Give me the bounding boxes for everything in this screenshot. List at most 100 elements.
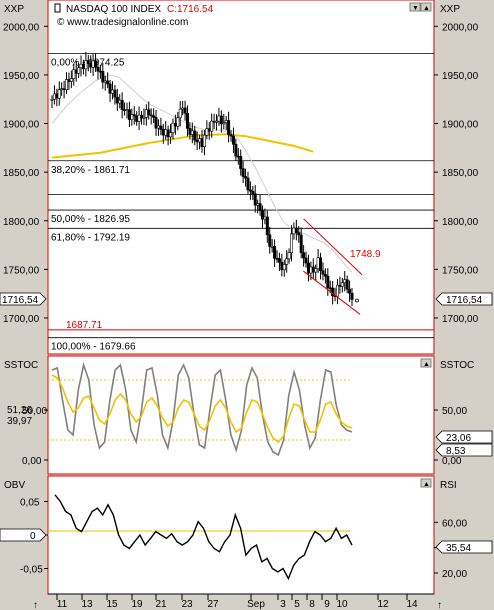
candle-body <box>231 135 235 145</box>
scroll-down-arrow-icon: ▼ <box>412 5 419 12</box>
candle-body <box>178 108 182 119</box>
candle-body <box>248 189 252 192</box>
obv-y-tick-label: 0,05 <box>20 497 40 508</box>
fib-level-label: 61,80% - 1792.19 <box>51 232 130 243</box>
sstoc-scroll-arrow-icon: ▲ <box>423 361 430 368</box>
channel-lower-line <box>302 270 361 315</box>
obv-axis-tag: OBV <box>4 480 25 491</box>
candle-body <box>140 114 144 119</box>
candle-body <box>106 80 110 85</box>
price-y-tick-label-left: 1700,00 <box>3 314 40 325</box>
price-y-tick-label-left: 1950,00 <box>3 71 40 82</box>
candle-body <box>205 128 209 136</box>
price-panel[interactable] <box>47 0 435 355</box>
sstoc-y-tick-label-right: 50,00 <box>442 406 467 417</box>
candle-body <box>302 252 306 259</box>
candle-body <box>210 120 214 132</box>
time-tick-label: 19 <box>131 599 143 610</box>
rsi-y-tick-label: 20,00 <box>442 569 467 580</box>
price-right-badge: 1716,54 <box>435 292 493 306</box>
candle-body <box>328 287 332 290</box>
candle-body <box>108 83 112 94</box>
obv-left-badge-label: 0 <box>30 531 36 542</box>
source-credit: © www.tradesignalonline.com <box>57 17 188 28</box>
candle-body <box>234 143 238 157</box>
candle-body <box>149 114 153 117</box>
sstoc-series-line <box>51 374 353 444</box>
time-tick-label: 3 <box>280 599 286 610</box>
candle-body <box>253 193 257 206</box>
candle-body <box>195 139 199 143</box>
rsi-y-tick-label: 60,00 <box>442 518 467 529</box>
candle-body <box>280 262 284 271</box>
time-tick-label: 15 <box>106 599 118 610</box>
sstoc-left-value: 39,97 <box>7 416 32 427</box>
candle-body <box>118 99 122 104</box>
candle-body <box>335 284 339 297</box>
candle-body <box>314 268 318 273</box>
candle-body <box>270 246 274 248</box>
time-tick-label: 23 <box>181 599 193 610</box>
candle-body <box>321 270 325 275</box>
candle-body <box>181 107 185 110</box>
candle-body <box>74 69 78 74</box>
candle-body <box>343 279 347 284</box>
candle-body <box>52 93 56 100</box>
candle-body <box>50 98 54 101</box>
candle-body <box>345 279 349 290</box>
candle-body <box>299 234 303 253</box>
candle-body <box>212 120 216 123</box>
sstoc-scroll-button[interactable] <box>420 358 432 368</box>
price-left-badge-label: 1716,54 <box>2 295 39 306</box>
panel-scroll-down-button[interactable] <box>409 2 421 12</box>
candle-body <box>188 128 192 135</box>
time-tick-label: 5 <box>294 599 300 610</box>
price-y-tick-label-left: 1850,00 <box>3 168 40 179</box>
candle-body <box>215 120 219 123</box>
candle-body <box>227 120 231 135</box>
candle-body <box>306 262 310 274</box>
candle-body <box>239 156 243 169</box>
sstoc-axis-tag: SSTOC <box>4 360 38 371</box>
price-y-tick-label-left: 1800,00 <box>3 217 40 228</box>
fib-level-label: 38,20% - 1861.71 <box>51 165 130 176</box>
price-right-badge-label: 1716,54 <box>446 295 483 306</box>
candle-body <box>350 292 354 300</box>
candle-body <box>84 60 88 70</box>
candle-body <box>200 138 204 147</box>
candle-body <box>120 99 124 110</box>
rsi-right-badge: 35,54 <box>435 540 493 554</box>
candle-body <box>251 190 255 195</box>
candle-body <box>207 128 211 132</box>
panel-scroll-up-button[interactable] <box>420 2 432 12</box>
scroll-left-arrow-icon: ↑ <box>33 600 38 610</box>
candle-body <box>258 203 262 211</box>
candle-body <box>57 89 61 99</box>
sstoc-right-badge <box>435 430 493 444</box>
candle-body <box>260 210 264 220</box>
price-axis-tag: XXP <box>4 4 24 15</box>
candle-body <box>96 66 100 72</box>
candle-body <box>275 257 279 260</box>
candle-body <box>198 138 202 143</box>
candle-body <box>323 273 327 277</box>
chart-title: NASDAQ 100 INDEX <box>66 4 161 15</box>
candle-body <box>169 132 173 138</box>
candle-body <box>241 168 245 177</box>
candle-body <box>98 70 102 73</box>
candle-body <box>130 114 134 120</box>
candle-body <box>94 60 98 68</box>
sstoc-y-tick-label-left: 50,00 <box>22 406 47 417</box>
price-y-tick-label-right: 1900,00 <box>442 120 479 131</box>
candle-body <box>142 117 146 119</box>
time-tick-label: 9 <box>324 599 330 610</box>
sstoc-left-value: 51,26 <box>7 405 32 416</box>
sstoc-right-badge-label: 8,53 <box>446 446 466 457</box>
candle-body <box>319 257 323 272</box>
candle-body <box>294 227 298 233</box>
candle-body <box>60 88 64 90</box>
candle-body <box>156 125 160 129</box>
obv-scroll-button[interactable] <box>420 478 432 488</box>
time-tick-label: 10 <box>336 599 348 610</box>
